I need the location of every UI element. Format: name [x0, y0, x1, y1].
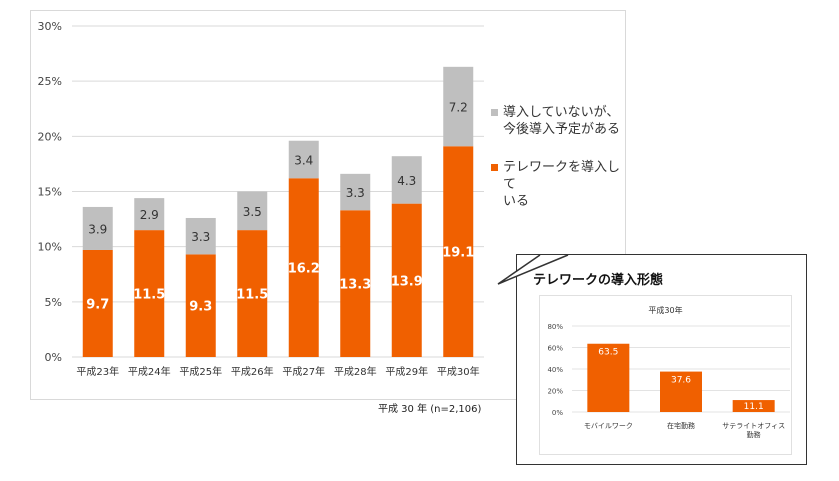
y-tick-label: 30% — [38, 20, 62, 33]
bar-introduced — [391, 203, 422, 357]
inset-chart-frame: 平成30年 — [539, 295, 792, 455]
data-label-introduced: 19.1 — [442, 246, 474, 261]
data-label-introduced: 16.2 — [288, 262, 320, 277]
bar-introduced — [237, 230, 268, 357]
data-label-introduced: 13.3 — [339, 278, 371, 293]
data-label-introduced: 11.5 — [236, 288, 268, 303]
bar-planned — [443, 66, 474, 147]
bar-planned — [288, 140, 319, 179]
bar-planned — [237, 191, 268, 231]
legend-label-planned-line1: 導入していないが、 — [503, 105, 620, 120]
data-label-planned: 4.3 — [397, 174, 416, 188]
bar-introduced — [288, 178, 319, 357]
bar-planned — [82, 206, 113, 250]
main-chart-frame — [30, 10, 626, 400]
x-tick-label: 平成28年 — [334, 365, 377, 378]
x-tick-label: 平成24年 — [128, 365, 171, 378]
x-tick-label: 平成26年 — [231, 365, 274, 378]
data-label-planned: 3.5 — [243, 205, 262, 219]
inset-title: テレワークの導入形態 — [533, 273, 664, 288]
bar-introduced — [443, 146, 474, 357]
legend-label-planned-line2: 今後導入予定がある — [503, 122, 621, 137]
data-label-planned: 2.9 — [140, 208, 159, 222]
bar-introduced — [82, 249, 113, 357]
data-label-planned: 3.4 — [294, 154, 313, 168]
data-label-introduced: 13.9 — [391, 274, 423, 289]
bar-planned — [185, 217, 216, 255]
data-label-planned: 7.2 — [449, 101, 468, 115]
bar-introduced — [134, 230, 165, 357]
legend-swatch-introduced — [491, 164, 498, 171]
inset-chart-title: 平成30年 — [648, 306, 683, 315]
x-tick-label: 平成29年 — [385, 365, 428, 378]
data-label-planned: 3.9 — [88, 222, 107, 236]
x-tick-label: 平成25年 — [179, 365, 222, 378]
y-tick-label: 5% — [45, 296, 62, 309]
legend-label-introduced-line1: テレワークを導入して — [503, 160, 621, 192]
bar-planned — [391, 156, 422, 204]
legend-label-introduced-line2: いる — [503, 194, 530, 209]
legend-swatch-planned — [491, 109, 498, 116]
y-tick-label: 0% — [45, 351, 62, 364]
data-label-introduced: 11.5 — [133, 288, 165, 303]
bar-planned — [134, 198, 165, 231]
inset-callout-box: テレワークの導入形態 平成30年 — [516, 254, 807, 465]
bar-introduced — [340, 210, 371, 357]
y-tick-label: 25% — [38, 75, 62, 88]
data-label-planned: 3.3 — [346, 186, 365, 200]
y-tick-label: 10% — [38, 241, 62, 254]
x-tick-label: 平成30年 — [437, 365, 480, 378]
y-tick-label: 20% — [38, 130, 62, 143]
sample-size-footnote: 平成 30 年 (n=2,106) — [378, 404, 482, 415]
bar-introduced — [185, 254, 216, 357]
data-label-introduced: 9.7 — [86, 297, 109, 312]
x-tick-label: 平成27年 — [282, 365, 325, 378]
x-tick-label: 平成23年 — [76, 365, 119, 378]
bar-planned — [340, 173, 371, 211]
data-label-planned: 3.3 — [191, 230, 210, 244]
data-label-introduced: 9.3 — [189, 300, 212, 315]
y-tick-label: 15% — [38, 186, 62, 199]
